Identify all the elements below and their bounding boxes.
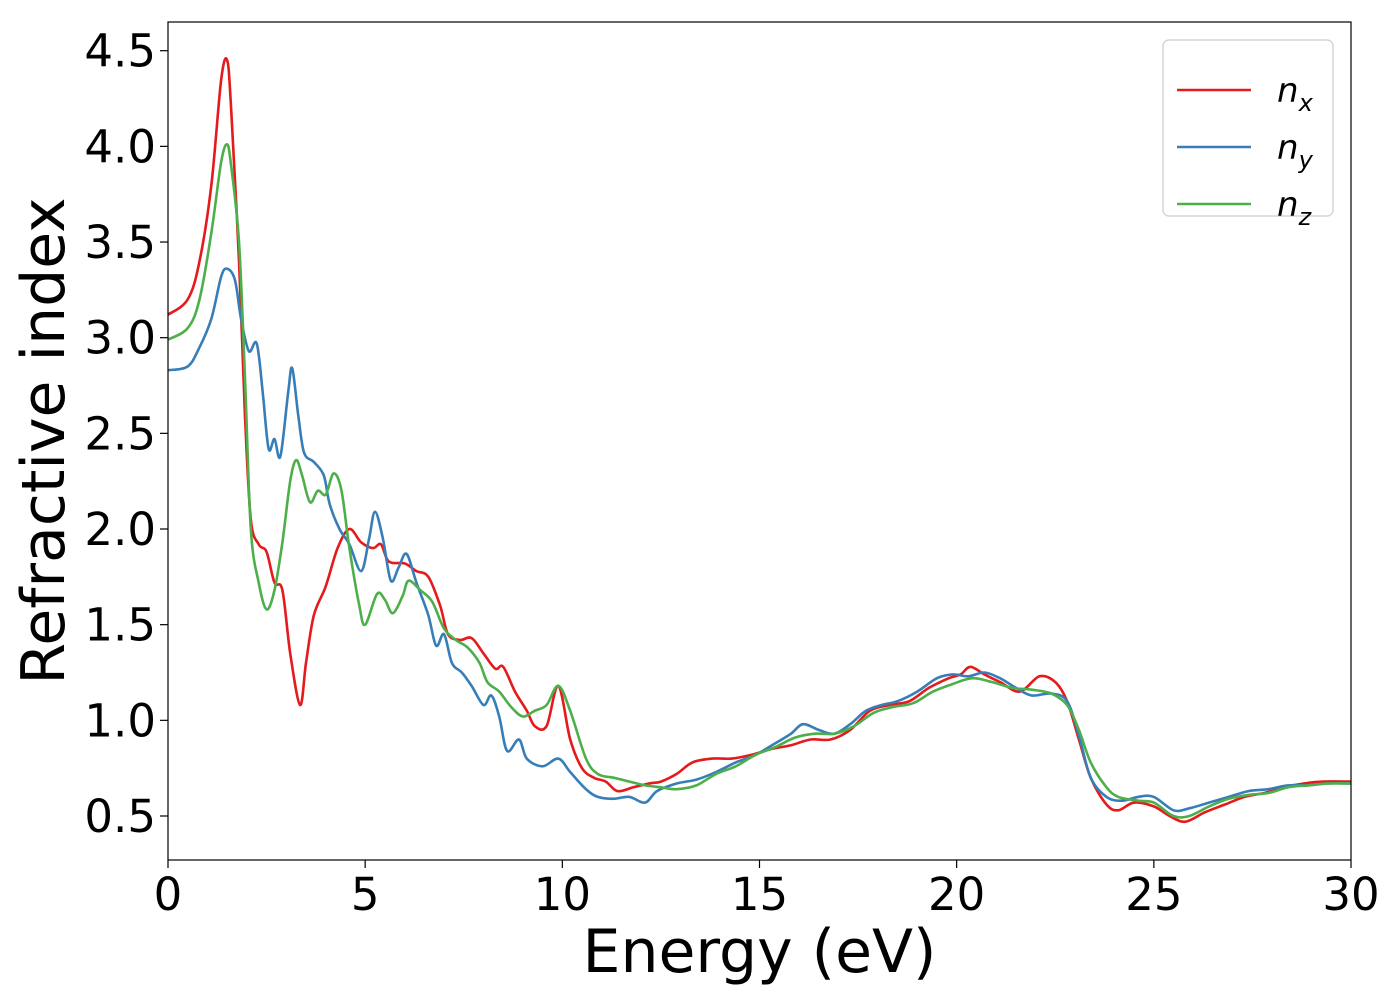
x-tick-label: 20 [928, 868, 985, 921]
y-tick-label: 3.0 [84, 312, 156, 365]
legend-label-ny: ny [1277, 128, 1314, 174]
legend-label-nz: nz [1277, 185, 1313, 231]
legend-label-subscript: z [1298, 203, 1313, 231]
series-line-ny [167, 267, 1352, 813]
y-tick-label: 0.5 [84, 790, 156, 843]
legend-box [1162, 39, 1334, 217]
y-tick-label: 3.5 [84, 216, 156, 269]
series-layer [167, 57, 1352, 824]
y-tick-label: 4.0 [84, 120, 156, 173]
x-tick-label: 15 [731, 868, 788, 921]
y-tick-label: 1.5 [84, 599, 156, 652]
y-tick-label: 1.0 [84, 694, 156, 747]
legend-label-subscript: x [1298, 89, 1314, 117]
x-tick-label: 30 [1322, 868, 1379, 921]
x-tick-label: 0 [154, 868, 183, 921]
y-tick-label: 2.0 [84, 503, 156, 556]
legend-label-base: n [1277, 128, 1299, 168]
legend-label-base: n [1277, 71, 1299, 111]
y-tick-label: 2.5 [84, 407, 156, 460]
series-line-nz [167, 143, 1352, 819]
legend-label-base: n [1277, 185, 1299, 225]
tick-layer: 0 5 10 15 20 25 30 0.5 1.0 1.5 2.0 2.5 3.0 3.5 4.0 4.5 [84, 25, 1379, 921]
x-tick-label: 10 [534, 868, 591, 921]
y-axis-title: Refractive index [9, 197, 79, 684]
x-tick-label: 25 [1125, 868, 1182, 921]
legend-label-subscript: y [1298, 146, 1314, 174]
plot-frame [167, 21, 1352, 861]
legend-label-nx: nx [1277, 71, 1314, 117]
x-axis-title: Energy (eV) [583, 917, 937, 987]
y-tick-label: 4.5 [84, 25, 156, 78]
x-tick-label: 5 [351, 868, 380, 921]
